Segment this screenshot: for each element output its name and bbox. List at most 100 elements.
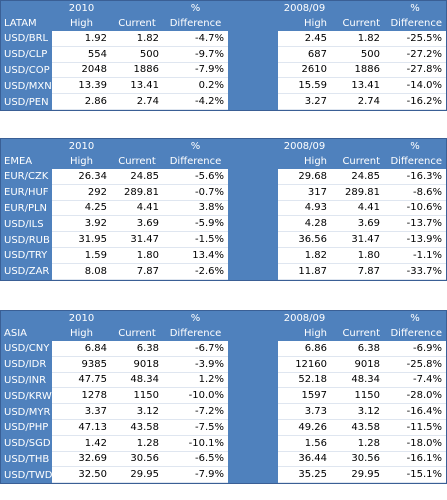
difference-2010-value: -9.7% <box>163 46 228 63</box>
table-row: USD/IDR 9385 9018 -3.9% 12160 9018 -25.8% <box>1 356 446 373</box>
high-2010-value: 2.86 <box>52 94 111 110</box>
col-current-right: Current <box>342 156 380 167</box>
column-gap <box>228 372 278 389</box>
table-row: USD/ZAR 8.08 7.87 -2.6% 11.87 7.87 -33.7% <box>1 263 446 280</box>
high-2010-value: 13.39 <box>52 78 111 95</box>
header-row-years: 2010% 2008/09% <box>1 139 446 154</box>
difference-2008-09-value: -7.4% <box>384 372 446 389</box>
col-current-right: Current <box>342 328 380 339</box>
difference-2008-09-value: -6.9% <box>384 341 446 357</box>
high-2010-value: 1.59 <box>52 247 111 264</box>
table-row: USD/CNY 6.84 6.38 -6.7% 6.86 6.38 -6.9% <box>1 341 446 357</box>
high-2008-09-value: 36.44 <box>278 451 331 468</box>
column-gap <box>228 46 278 63</box>
column-gap <box>228 451 278 468</box>
currency-pair-label: USD/KRW <box>1 388 52 405</box>
col-high-left: High <box>70 328 93 339</box>
currency-pair-label: USD/THB <box>1 451 52 468</box>
pct-label-left: % <box>190 141 201 152</box>
header-row-years: 2010% 2008/09% <box>1 1 446 16</box>
col-current-left: Current <box>118 18 156 29</box>
column-gap <box>228 341 278 357</box>
current-2010-value: 1.82 <box>111 31 163 47</box>
currency-pair-label: USD/TWD <box>1 467 52 484</box>
table-row: EUR/CZK 26.34 24.85 -5.6% 29.68 24.85 -16.3% <box>1 169 446 185</box>
table-row: USD/INR 47.75 48.34 1.2% 52.18 48.34 -7.4% <box>1 372 446 389</box>
difference-2010-value: -5.6% <box>163 169 228 185</box>
current-2008-09-value: 7.87 <box>331 263 384 280</box>
table-row: USD/MXN 13.39 13.41 0.2% 15.59 13.41 -14.0% <box>1 78 446 95</box>
high-2008-09-value: 11.87 <box>278 263 331 280</box>
high-2010-value: 32.50 <box>52 467 111 484</box>
col-difference-left: Difference <box>169 156 222 167</box>
region-table-asia: 2010% 2008/09% ASIA High Current Difference Hi… <box>0 310 447 485</box>
difference-2010-value: 3.8% <box>163 200 228 217</box>
high-2008-09-value: 35.25 <box>278 467 331 484</box>
current-2010-value: 2.74 <box>111 94 163 110</box>
high-2008-09-value: 687 <box>278 46 331 63</box>
high-2010-value: 31.95 <box>52 232 111 248</box>
currency-pair-label: USD/CLP <box>1 46 52 63</box>
region-table-emea: 2010% 2008/09% EMEA High Current Difference Hi… <box>0 138 447 281</box>
column-gap <box>228 184 278 201</box>
currency-pair-label: USD/TRY <box>1 247 52 264</box>
high-2008-09-value: 15.59 <box>278 78 331 95</box>
high-2010-value: 1.42 <box>52 435 111 452</box>
region-label: EMEA <box>1 154 52 169</box>
difference-2010-value: -0.7% <box>163 184 228 201</box>
currency-pair-label: USD/BRL <box>1 31 52 47</box>
current-2010-value: 13.41 <box>111 78 163 95</box>
high-2008-09-value: 3.27 <box>278 94 331 110</box>
header-row-columns: EMEA High Current Difference High Current Diff… <box>1 154 446 169</box>
current-2008-09-value: 43.58 <box>331 419 384 436</box>
column-gap <box>228 263 278 280</box>
high-2010-value: 9385 <box>52 356 111 373</box>
table-row: EUR/PLN 4.25 4.41 3.8% 4.93 4.41 -10.6% <box>1 200 446 217</box>
table-row: USD/MYR 3.37 3.12 -7.2% 3.73 3.12 -16.4% <box>1 404 446 420</box>
difference-2010-value: -10.0% <box>163 388 228 405</box>
pct-label-left: % <box>190 313 201 324</box>
table-row: USD/BRL 1.92 1.82 -4.7% 2.45 1.82 -25.5% <box>1 31 446 47</box>
current-2008-09-value: 24.85 <box>331 169 384 185</box>
col-difference-right: Difference <box>390 156 442 167</box>
high-2010-value: 2048 <box>52 62 111 79</box>
difference-2010-value: -5.9% <box>163 216 228 233</box>
difference-2008-09-value: -8.6% <box>384 184 446 201</box>
column-gap <box>228 435 278 452</box>
header-spacer <box>1 1 52 16</box>
difference-2010-value: 13.4% <box>163 247 228 264</box>
current-2010-value: 9018 <box>111 356 163 373</box>
header-spacer <box>1 311 52 326</box>
current-2010-value: 48.34 <box>111 372 163 389</box>
difference-2010-value: -7.9% <box>163 467 228 484</box>
header-spacer <box>1 139 52 154</box>
year-2010-label: 2010 <box>68 313 95 324</box>
region-label: ASIA <box>1 326 52 341</box>
high-2008-09-value: 2.45 <box>278 31 331 47</box>
table-row: USD/CLP 554 500 -9.7% 687 500 -27.2% <box>1 46 446 63</box>
high-2008-09-value: 49.26 <box>278 419 331 436</box>
year-2008-09-label: 2008/09 <box>283 3 326 14</box>
current-2010-value: 4.41 <box>111 200 163 217</box>
current-2008-09-value: 29.95 <box>331 467 384 484</box>
difference-2008-09-value: -10.6% <box>384 200 446 217</box>
current-2008-09-value: 1.28 <box>331 435 384 452</box>
high-2010-value: 26.34 <box>52 169 111 185</box>
high-2010-value: 3.92 <box>52 216 111 233</box>
column-gap <box>228 388 278 405</box>
currency-pair-label: USD/PHP <box>1 419 52 436</box>
column-gap <box>228 404 278 420</box>
high-2008-09-value: 36.56 <box>278 232 331 248</box>
header-row-columns: ASIA High Current Difference High Current Diff… <box>1 326 446 341</box>
table-row: USD/THB 32.69 30.56 -6.5% 36.44 30.56 -16.1% <box>1 451 446 468</box>
col-high-left: High <box>70 156 93 167</box>
current-2008-09-value: 48.34 <box>331 372 384 389</box>
difference-2008-09-value: -13.7% <box>384 216 446 233</box>
difference-2008-09-value: -27.2% <box>384 46 446 63</box>
difference-2010-value: -4.2% <box>163 94 228 110</box>
col-difference-left: Difference <box>169 18 222 29</box>
currency-pair-label: USD/COP <box>1 62 52 79</box>
difference-2010-value: -3.9% <box>163 356 228 373</box>
difference-2010-value: -6.5% <box>163 451 228 468</box>
current-2008-09-value: 3.12 <box>331 404 384 420</box>
